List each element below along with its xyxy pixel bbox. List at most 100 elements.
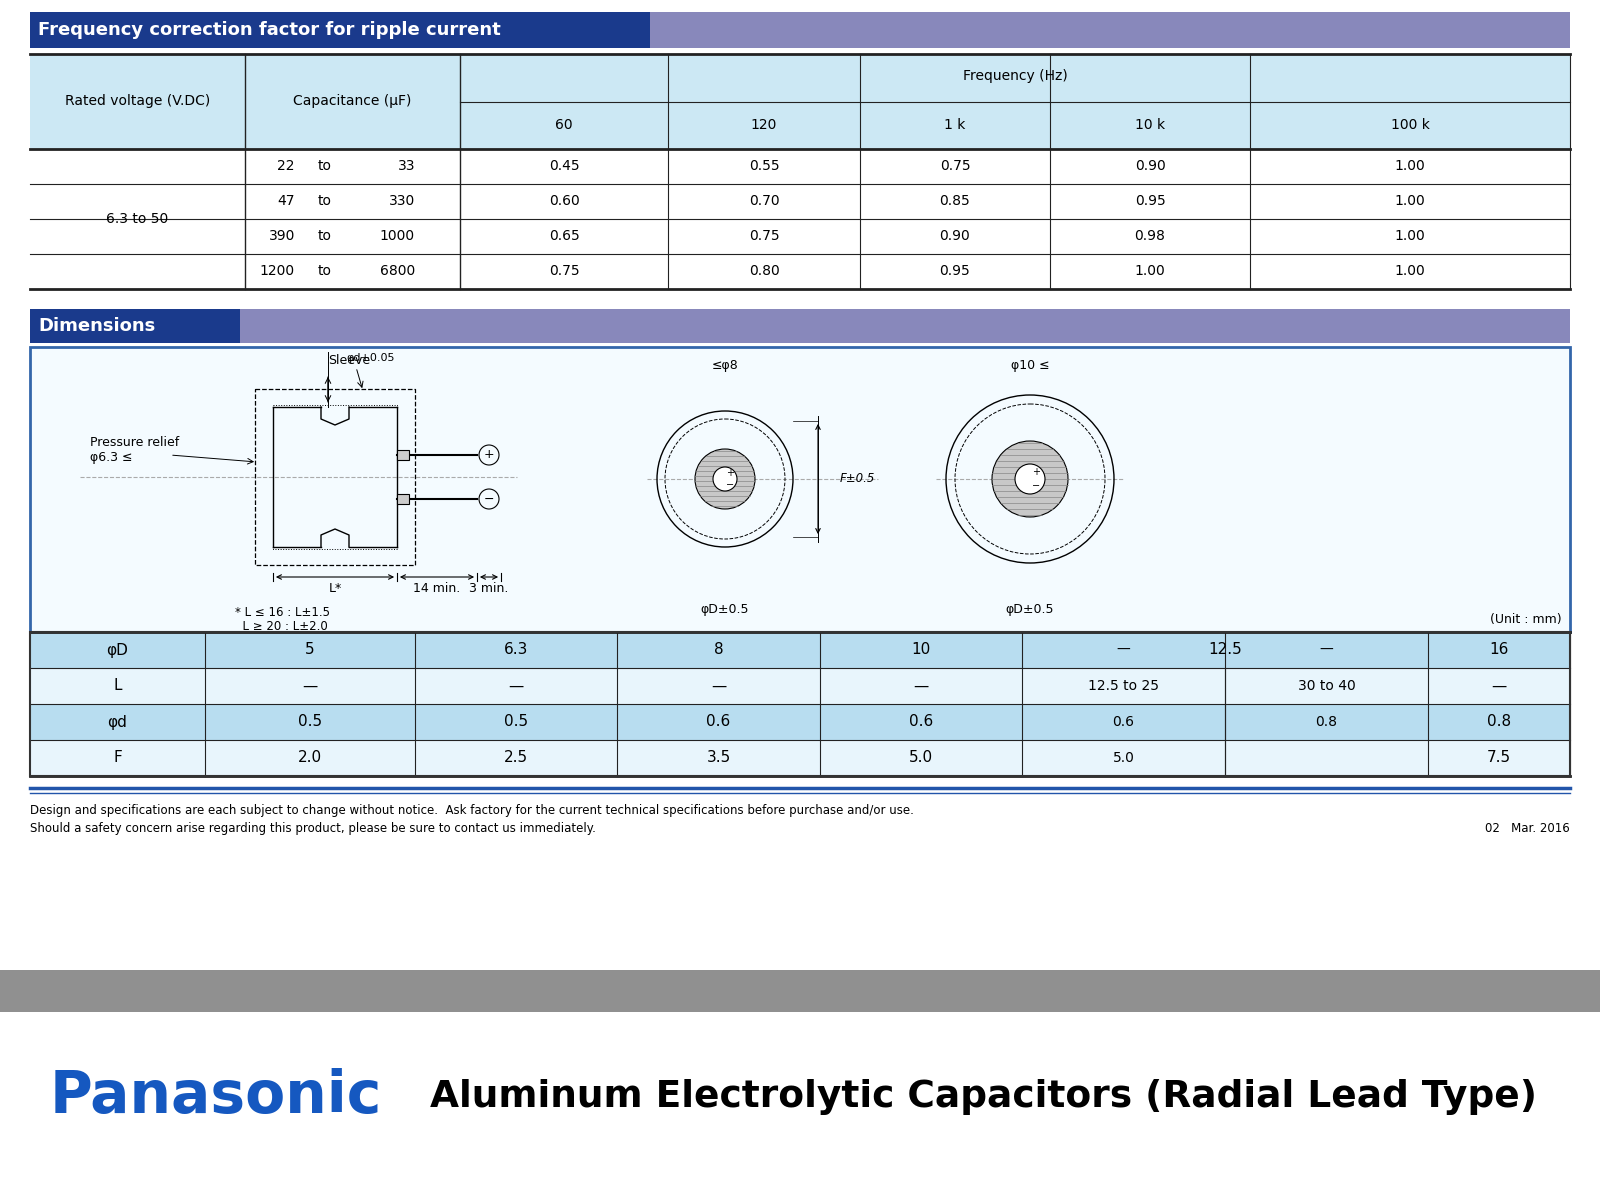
Bar: [0, 1012, 1600, 1190]
Text: φ6.3 ≤: φ6.3 ≤: [90, 451, 133, 463]
Text: 0.90: 0.90: [939, 228, 970, 243]
Circle shape: [992, 441, 1069, 516]
Text: 0.8: 0.8: [1486, 714, 1510, 729]
Text: Aluminum Electrolytic Capacitors (Radial Lead Type): Aluminum Electrolytic Capacitors (Radial…: [430, 1079, 1538, 1115]
Text: 100 k: 100 k: [1390, 118, 1429, 132]
Text: 0.6: 0.6: [1112, 715, 1134, 729]
Text: Pressure relief: Pressure relief: [90, 436, 179, 449]
Text: 7.5: 7.5: [1486, 751, 1510, 765]
Text: L: L: [114, 678, 122, 694]
Text: 0.85: 0.85: [939, 194, 970, 208]
Text: 0.45: 0.45: [549, 159, 579, 173]
Bar: [30, 347, 1570, 632]
Circle shape: [714, 466, 738, 491]
Text: 0.75: 0.75: [549, 264, 579, 278]
Text: 0.75: 0.75: [749, 228, 779, 243]
Text: 33: 33: [397, 159, 414, 173]
Text: 5.0: 5.0: [909, 751, 933, 765]
Text: +: +: [726, 468, 734, 478]
Text: 0.6: 0.6: [909, 714, 933, 729]
Text: 0.8: 0.8: [1315, 715, 1338, 729]
Text: 1000: 1000: [379, 228, 414, 243]
Text: φ10 ≤: φ10 ≤: [1011, 358, 1050, 371]
Text: 1200: 1200: [259, 264, 294, 278]
Text: F: F: [114, 751, 122, 765]
Text: φd+0.05: φd+0.05: [346, 353, 395, 363]
Text: Frequency correction factor for ripple current: Frequency correction factor for ripple c…: [38, 21, 501, 39]
Text: 0.70: 0.70: [749, 194, 779, 208]
Text: 0.95: 0.95: [1134, 194, 1165, 208]
Text: ≤φ8: ≤φ8: [712, 358, 738, 371]
Bar: [30, 704, 1570, 740]
Text: −: −: [1032, 481, 1040, 491]
Text: −: −: [483, 493, 494, 506]
Text: L ≥ 20 : L±2.0: L ≥ 20 : L±2.0: [235, 620, 328, 633]
Text: —: —: [302, 678, 318, 694]
Text: 0.65: 0.65: [549, 228, 579, 243]
Text: 22: 22: [277, 159, 294, 173]
Text: 0.55: 0.55: [749, 159, 779, 173]
Text: 0.75: 0.75: [939, 159, 970, 173]
Text: 12.5: 12.5: [1208, 643, 1242, 658]
Text: 10: 10: [912, 643, 931, 658]
Text: to: to: [318, 194, 333, 208]
Text: 5.0: 5.0: [1112, 751, 1134, 765]
Text: —: —: [1320, 643, 1333, 657]
Text: 2.5: 2.5: [504, 751, 528, 765]
Text: 0.90: 0.90: [1134, 159, 1165, 173]
Text: Capacitance (μF): Capacitance (μF): [293, 94, 411, 108]
Text: 10 k: 10 k: [1134, 118, 1165, 132]
Circle shape: [1014, 464, 1045, 494]
Bar: [397, 450, 410, 461]
Text: 3 min.: 3 min.: [469, 582, 509, 595]
Circle shape: [694, 449, 755, 509]
Text: 1.00: 1.00: [1395, 159, 1426, 173]
Bar: [30, 149, 1570, 184]
Text: 390: 390: [269, 228, 294, 243]
Text: 2.0: 2.0: [298, 751, 322, 765]
Text: +: +: [483, 449, 494, 462]
Text: L*: L*: [328, 582, 342, 595]
Text: φd: φd: [107, 714, 128, 729]
Bar: [397, 494, 410, 505]
Text: 1.00: 1.00: [1395, 264, 1426, 278]
Text: —: —: [914, 678, 928, 694]
Text: 0.98: 0.98: [1134, 228, 1165, 243]
Bar: [30, 632, 1570, 668]
Text: Dimensions: Dimensions: [38, 317, 155, 336]
Bar: [30, 668, 1570, 704]
Text: Rated voltage (V.DC): Rated voltage (V.DC): [66, 94, 210, 108]
Text: Should a safety concern arise regarding this product, please be sure to contact : Should a safety concern arise regarding …: [30, 822, 595, 835]
Text: 5: 5: [306, 643, 315, 658]
Text: Sleeve: Sleeve: [328, 355, 370, 368]
Bar: [30, 347, 1570, 632]
Text: 8: 8: [714, 643, 723, 658]
Text: Design and specifications are each subject to change without notice.  Ask factor: Design and specifications are each subje…: [30, 804, 914, 818]
Text: 0.80: 0.80: [749, 264, 779, 278]
Text: —: —: [509, 678, 523, 694]
Text: 47: 47: [277, 194, 294, 208]
Text: —: —: [710, 678, 726, 694]
Text: 1 k: 1 k: [944, 118, 966, 132]
Bar: [30, 12, 650, 48]
Bar: [274, 405, 397, 549]
Text: —: —: [1117, 643, 1130, 657]
Text: Frequency (Hz): Frequency (Hz): [963, 69, 1067, 83]
Text: 1.00: 1.00: [1395, 228, 1426, 243]
Text: 330: 330: [389, 194, 414, 208]
Text: 6800: 6800: [379, 264, 414, 278]
Bar: [30, 632, 1570, 776]
Bar: [650, 12, 1570, 48]
Text: to: to: [318, 159, 333, 173]
Text: −: −: [726, 480, 734, 490]
Text: —: —: [1491, 678, 1507, 694]
Text: (Unit : mm): (Unit : mm): [1490, 614, 1562, 626]
Text: 12.5 to 25: 12.5 to 25: [1088, 679, 1158, 693]
Text: 0.5: 0.5: [298, 714, 322, 729]
Text: 60: 60: [555, 118, 573, 132]
Text: 30 to 40: 30 to 40: [1298, 679, 1355, 693]
Text: 0.95: 0.95: [939, 264, 970, 278]
Bar: [30, 54, 1570, 149]
Text: Panasonic: Panasonic: [50, 1069, 382, 1126]
Text: to: to: [318, 264, 333, 278]
